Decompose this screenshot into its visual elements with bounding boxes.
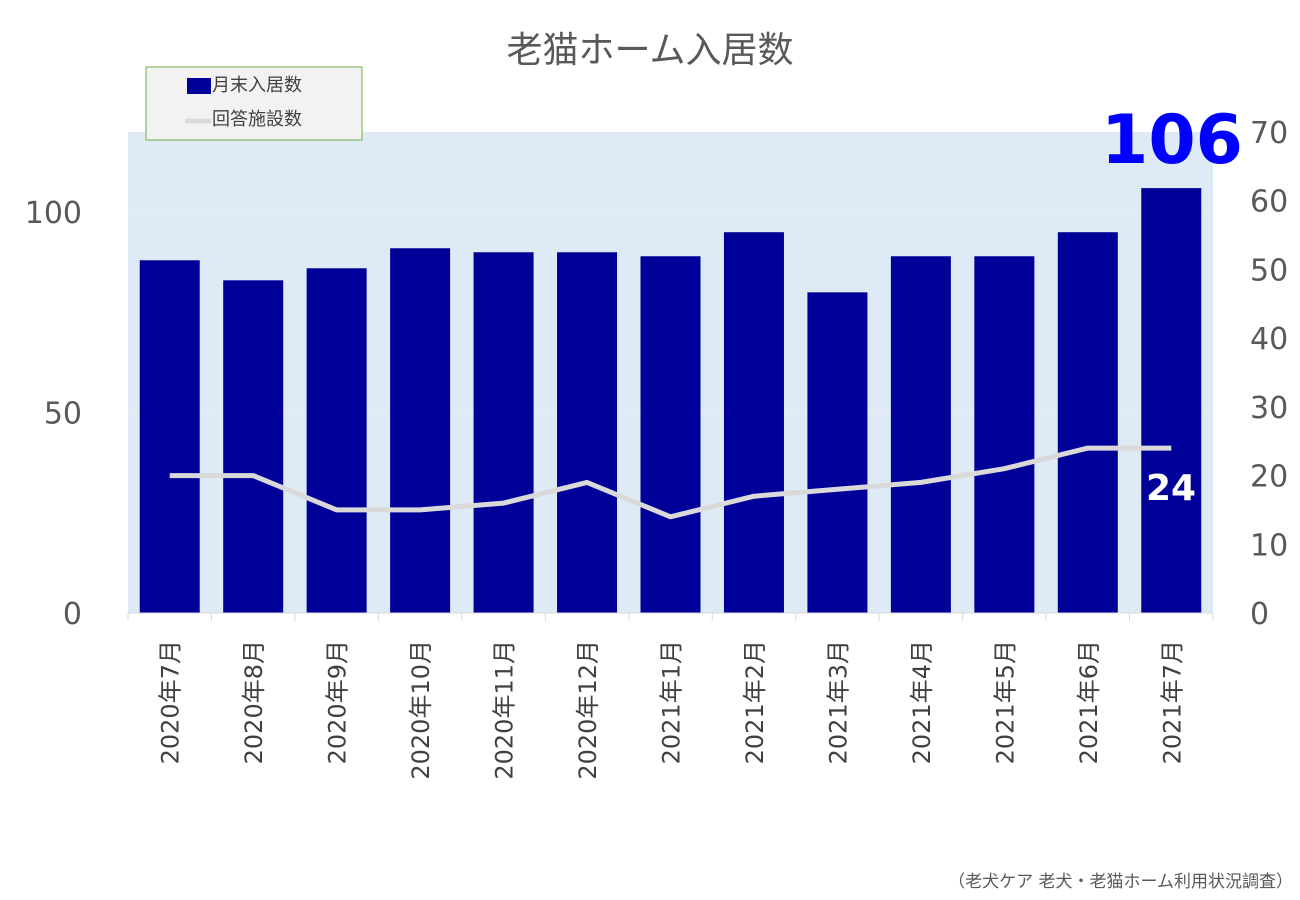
bar [139, 260, 200, 613]
y-left-tick-label: 0 [63, 597, 82, 632]
y-axis-right: 0 10 20 30 40 50 60 70 [1250, 116, 1288, 632]
y-left-tick-label: 100 [25, 196, 82, 231]
bar [807, 292, 868, 613]
callout-last-bar: 106 [1101, 101, 1243, 180]
x-tick-marks [127, 613, 1214, 621]
legend-label-bar: 月末入居数 [212, 75, 302, 96]
x-tick-label: 2020年7月 [157, 640, 185, 764]
y-right-tick-label: 40 [1250, 322, 1288, 357]
y-right-tick-label: 70 [1250, 116, 1288, 151]
y-axis-left: 0 50 100 [25, 196, 82, 632]
bar [890, 256, 951, 613]
x-tick-label: 2021年6月 [1075, 640, 1103, 764]
x-tick-label: 2021年3月 [824, 640, 852, 764]
legend-box [145, 66, 363, 141]
x-tick-label: 2020年10月 [407, 640, 435, 780]
bar [640, 256, 701, 613]
line-series-path [169, 445, 1172, 520]
y-right-tick-label: 10 [1250, 528, 1288, 563]
x-axis-labels: 2020年7月 2020年8月 2020年9月 2020年10月 2020年11月 202… [157, 640, 1187, 780]
bar [1141, 188, 1202, 613]
bar-series [139, 188, 1202, 614]
x-tick-label: 2021年4月 [908, 640, 936, 764]
bar [723, 232, 784, 614]
bar [223, 280, 284, 613]
x-tick-label: 2020年8月 [240, 640, 268, 764]
bar [306, 268, 367, 613]
callout-last-line: 24 [1146, 468, 1196, 509]
y-right-tick-label: 50 [1250, 253, 1288, 288]
x-tick-label: 2020年9月 [324, 640, 352, 764]
y-right-tick-label: 60 [1250, 185, 1288, 220]
x-tick-label: 2021年2月 [741, 640, 769, 764]
x-tick-label: 2021年7月 [1158, 640, 1186, 764]
legend-label-line: 回答施設数 [212, 109, 302, 130]
bar [390, 248, 451, 613]
source-note: （老犬ケア 老犬・老猫ホーム利用状況調査） [948, 872, 1293, 892]
x-tick-label: 2020年11月 [491, 640, 519, 780]
x-tick-label: 2020年12月 [574, 640, 602, 780]
bar [974, 256, 1035, 613]
chart-title: 老猫ホーム入居数 [507, 30, 794, 71]
bar [473, 252, 534, 613]
y-right-tick-label: 30 [1250, 391, 1288, 426]
legend-bar-swatch [187, 78, 211, 94]
x-tick-label: 2021年5月 [991, 640, 1019, 764]
bar [1057, 232, 1118, 614]
x-tick-label: 2021年1月 [658, 640, 686, 764]
y-left-tick-label: 50 [44, 397, 82, 432]
bar [557, 252, 618, 613]
legend: 月末入居数 回答施設数 [145, 66, 363, 141]
y-right-tick-label: 20 [1250, 460, 1288, 495]
y-right-tick-label: 0 [1250, 597, 1269, 632]
